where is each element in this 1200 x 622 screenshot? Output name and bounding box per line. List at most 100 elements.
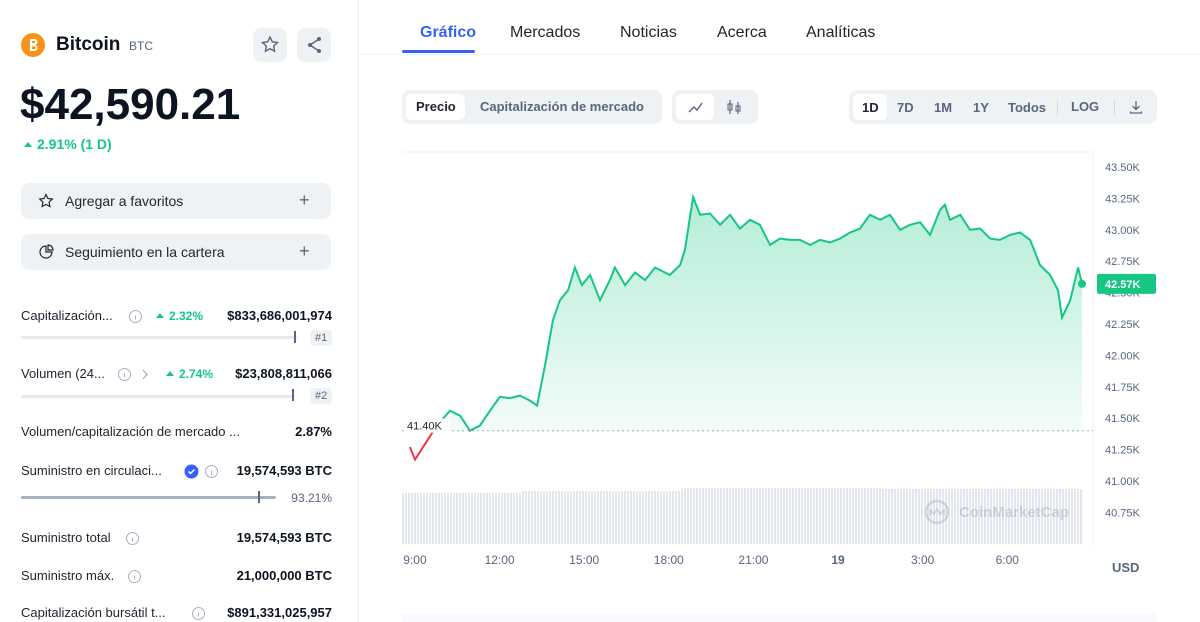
coin-icon: [21, 33, 45, 57]
favorites-label: Agregar a favoritos: [65, 193, 184, 209]
x-tick-label: 21:00: [738, 553, 768, 567]
stat-label: Suministro máx.: [21, 568, 115, 583]
mode-toggle: Precio Capitalización de mercado: [402, 90, 662, 124]
volume-area: [402, 488, 1083, 544]
stat-value: $891,331,025,957: [227, 605, 332, 620]
stat-value: 19,574,593 BTC: [236, 463, 332, 478]
favorites-button[interactable]: Agregar a favoritos +: [21, 183, 331, 219]
stat-label: Suministro en circulaci...: [21, 463, 162, 478]
y-tick-label: 42.25K: [1105, 319, 1141, 331]
tab-indicator: [402, 50, 475, 53]
info-icon[interactable]: [128, 309, 143, 324]
y-tick-label: 40.75K: [1105, 507, 1141, 519]
x-tick-label: 9:00: [403, 553, 427, 567]
tab[interactable]: Analíticas: [806, 24, 876, 41]
log-option[interactable]: LOG: [1071, 99, 1100, 114]
x-tick-label: 6:00: [996, 553, 1020, 567]
y-tick-label: 41.50K: [1105, 413, 1141, 425]
last-price-label: 42.57K: [1105, 279, 1141, 291]
info-icon[interactable]: [204, 464, 219, 479]
plot-border: [402, 151, 1094, 545]
range-option[interactable]: Todos: [1008, 100, 1047, 115]
price-area: [409, 197, 1082, 431]
info-icon[interactable]: [117, 367, 132, 382]
range-toggle: 1D 7D 1M 1Y Todos LOG: [849, 90, 1157, 124]
stat-label: Volumen/capitalización de mercado ...: [21, 424, 240, 439]
x-tick-label: 19: [831, 553, 845, 567]
price-change: 2.91% (1 D): [24, 136, 112, 152]
stat-value: $23,808,811,066: [235, 366, 332, 381]
watermark-logo: [924, 499, 950, 525]
supply-percent: 93.21%: [291, 491, 332, 505]
portfolio-button[interactable]: Seguimiento en la cartera +: [21, 234, 331, 270]
stat-label: Suministro total: [21, 530, 111, 545]
range-option[interactable]: 1M: [934, 100, 953, 115]
portfolio-label: Seguimiento en la cartera: [65, 244, 225, 260]
share-button[interactable]: [297, 28, 331, 62]
stat-value: 2.87%: [295, 424, 332, 439]
stat-label: Volumen (24...: [21, 366, 105, 381]
y-tick-label: 43.25K: [1105, 193, 1141, 205]
watermark: CoinMarketCap: [959, 504, 1069, 521]
price-line: [432, 193, 1083, 431]
y-tick-label: 42.00K: [1105, 350, 1141, 362]
chevron[interactable]: [141, 369, 149, 380]
tab[interactable]: Gráfico: [420, 24, 477, 41]
y-tick-label: 43.00K: [1105, 225, 1141, 237]
info-icon[interactable]: [191, 606, 206, 621]
coin-symbol: BTC: [129, 39, 153, 53]
baseline-label-bg: [404, 418, 450, 433]
tab[interactable]: Noticias: [620, 24, 677, 41]
tab[interactable]: Mercados: [510, 24, 581, 41]
rank-bar: [21, 395, 295, 398]
chart-style-toggle: [672, 90, 758, 124]
mode-option[interactable]: Precio: [416, 99, 456, 114]
stat-value: 21,000,000 BTC: [236, 568, 332, 583]
navigator-edge: [402, 613, 1157, 622]
range-option[interactable]: 7D: [897, 100, 914, 115]
last-point: [1078, 279, 1087, 288]
range-option[interactable]: 1Y: [973, 100, 989, 115]
currency-label: USD: [1112, 560, 1139, 575]
supply-bar: [21, 496, 276, 499]
x-tick-label: 12:00: [485, 553, 515, 567]
download-button[interactable]: [1128, 99, 1144, 115]
stat-label: Capitalización bursátil t...: [21, 605, 166, 620]
panel-divider: [358, 0, 359, 622]
rank-bar: [21, 336, 297, 339]
rank: #1: [310, 330, 333, 346]
star-button[interactable]: [253, 28, 287, 62]
stat-change: 2.74%: [166, 367, 213, 381]
y-tick-label: 41.25K: [1105, 445, 1141, 457]
line-style-button[interactable]: [676, 94, 714, 120]
y-tick-label: 41.00K: [1105, 476, 1141, 488]
x-tick-label: 3:00: [911, 553, 935, 567]
stat-value: 19,574,593 BTC: [236, 530, 332, 545]
last-price-tag: [1097, 273, 1156, 294]
x-tick-label: 18:00: [654, 553, 684, 567]
candle-style-button[interactable]: [724, 98, 746, 116]
verified-icon: [184, 464, 199, 479]
rank: #2: [310, 388, 333, 404]
info-icon[interactable]: [125, 531, 140, 546]
tab[interactable]: Acerca: [717, 24, 767, 41]
supply-marker: [258, 491, 260, 503]
stat-change: 2.32%: [156, 309, 203, 323]
info-icon[interactable]: [127, 569, 142, 584]
rank-marker: [294, 331, 296, 343]
y-tick-label: 43.50K: [1105, 162, 1141, 174]
y-tick-label: 41.75K: [1105, 382, 1141, 394]
stat-value: $833,686,001,974: [227, 308, 332, 323]
mode-option[interactable]: Capitalización de mercado: [480, 99, 644, 114]
price: $42,590.21: [20, 80, 241, 129]
stat-label: Capitalización...: [21, 308, 113, 323]
baseline-label: 41.40K: [407, 421, 443, 433]
coin-name: Bitcoin: [56, 34, 121, 55]
rank-marker: [292, 389, 294, 401]
tab-divider: [360, 54, 1200, 55]
range-option[interactable]: 1D: [862, 100, 879, 115]
y-tick-label: 42.75K: [1105, 256, 1141, 268]
